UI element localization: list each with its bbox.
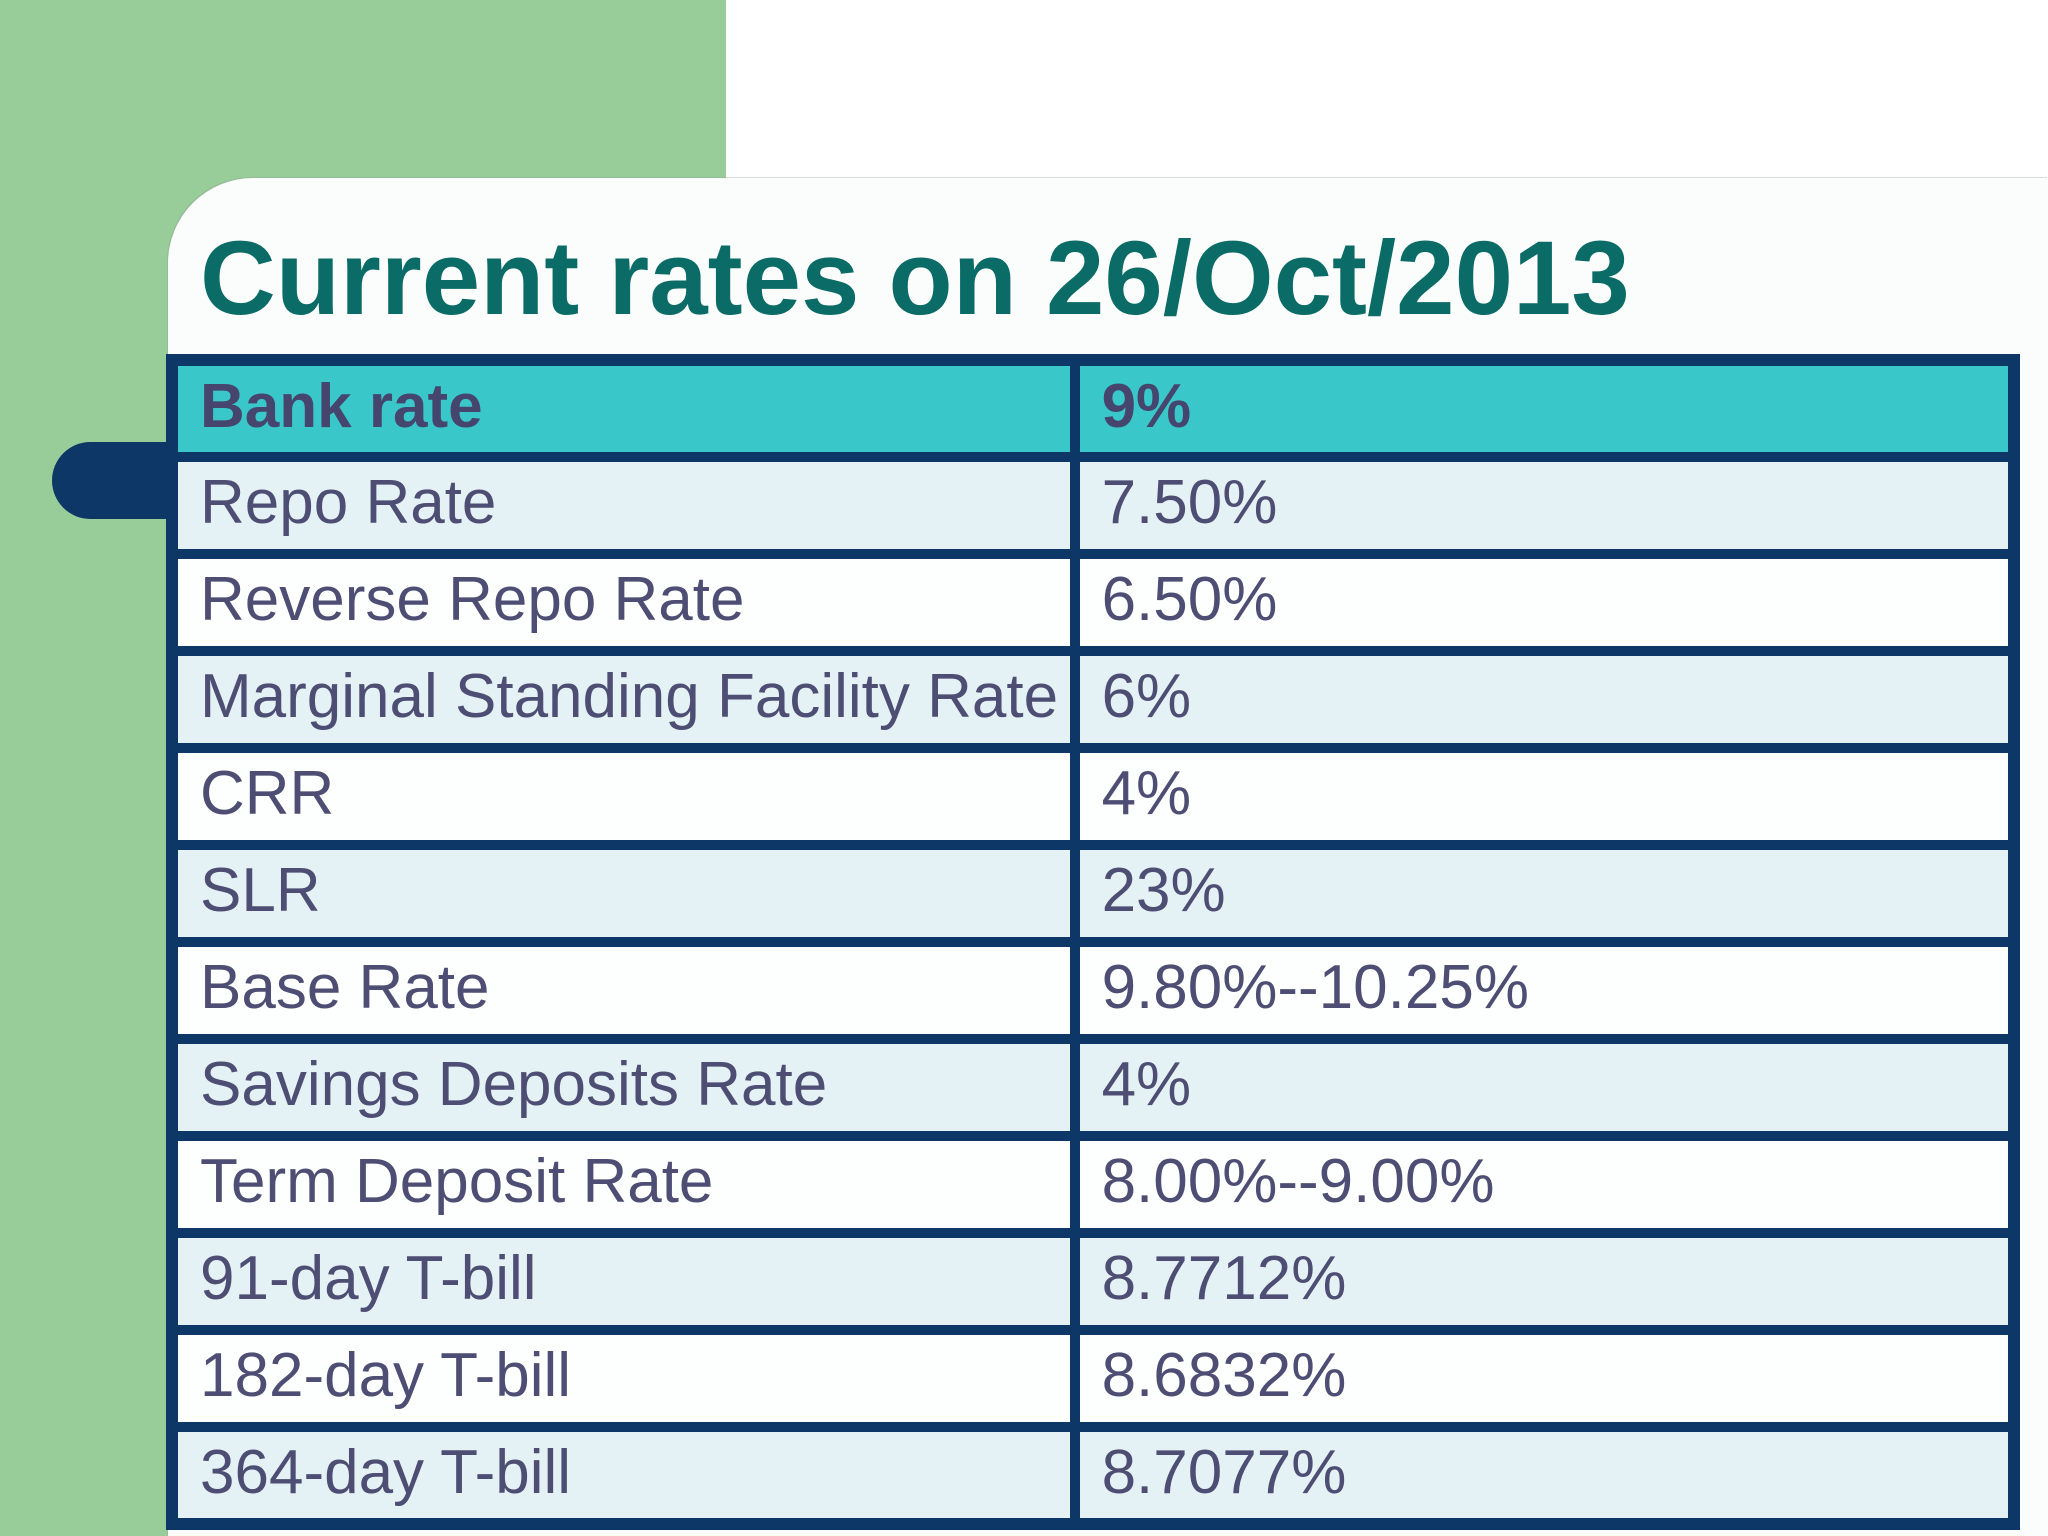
rate-value-cell: 8.7712% [1069,1228,2020,1335]
rate-value-cell: 6% [1069,646,2020,753]
table-row: Term Deposit Rate 8.00%--9.00% [167,1131,2020,1238]
rate-value-cell: 4% [1069,1034,2020,1141]
rate-value-cell: 4% [1069,743,2020,850]
rate-label-cell: Reverse Repo Rate [167,549,1080,656]
table-row: SLR 23% [167,840,2020,947]
rate-value-cell: 23% [1069,840,2020,947]
rate-value-cell: 8.7077% [1069,1422,2020,1529]
rate-value-cell: 6.50% [1069,549,2020,656]
slide-title: Current rates on 26/Oct/2013 [200,220,1630,337]
rate-label-cell: Term Deposit Rate [167,1131,1080,1238]
table-row: Marginal Standing Facility Rate 6% [167,646,2020,753]
table-row: 91-day T-bill 8.7712% [167,1228,2020,1335]
rate-label-cell: Marginal Standing Facility Rate [167,646,1080,753]
table-row: 182-day T-bill 8.6832% [167,1325,2020,1432]
rate-label-cell: 91-day T-bill [167,1228,1080,1335]
rate-label-cell: CRR [167,743,1080,850]
rate-label-cell: 364-day T-bill [167,1422,1080,1529]
rates-table: Bank rate 9% Repo Rate 7.50% Reverse Rep… [166,354,2020,1530]
rate-value-cell: 7.50% [1069,452,2020,559]
top-white-band [726,0,2048,180]
rate-label-cell: Repo Rate [167,452,1080,559]
accent-pill [52,442,180,519]
rate-label-cell: 182-day T-bill [167,1325,1080,1432]
header-value-cell: 9% [1069,355,2020,462]
table-row: Reverse Repo Rate 6.50% [167,549,2020,656]
table-row: CRR 4% [167,743,2020,850]
rate-value-cell: 8.6832% [1069,1325,2020,1432]
table-row: Repo Rate 7.50% [167,452,2020,559]
rate-value-cell: 9.80%--10.25% [1069,937,2020,1044]
table-header-row: Bank rate 9% [167,355,2020,462]
rate-label-cell: Savings Deposits Rate [167,1034,1080,1141]
header-label-cell: Bank rate [167,355,1080,462]
rate-label-cell: Base Rate [167,937,1080,1044]
table-row: Base Rate 9.80%--10.25% [167,937,2020,1044]
rate-value-cell: 8.00%--9.00% [1069,1131,2020,1238]
table-row: 364-day T-bill 8.7077% [167,1422,2020,1529]
table-row: Savings Deposits Rate 4% [167,1034,2020,1141]
rate-label-cell: SLR [167,840,1080,947]
